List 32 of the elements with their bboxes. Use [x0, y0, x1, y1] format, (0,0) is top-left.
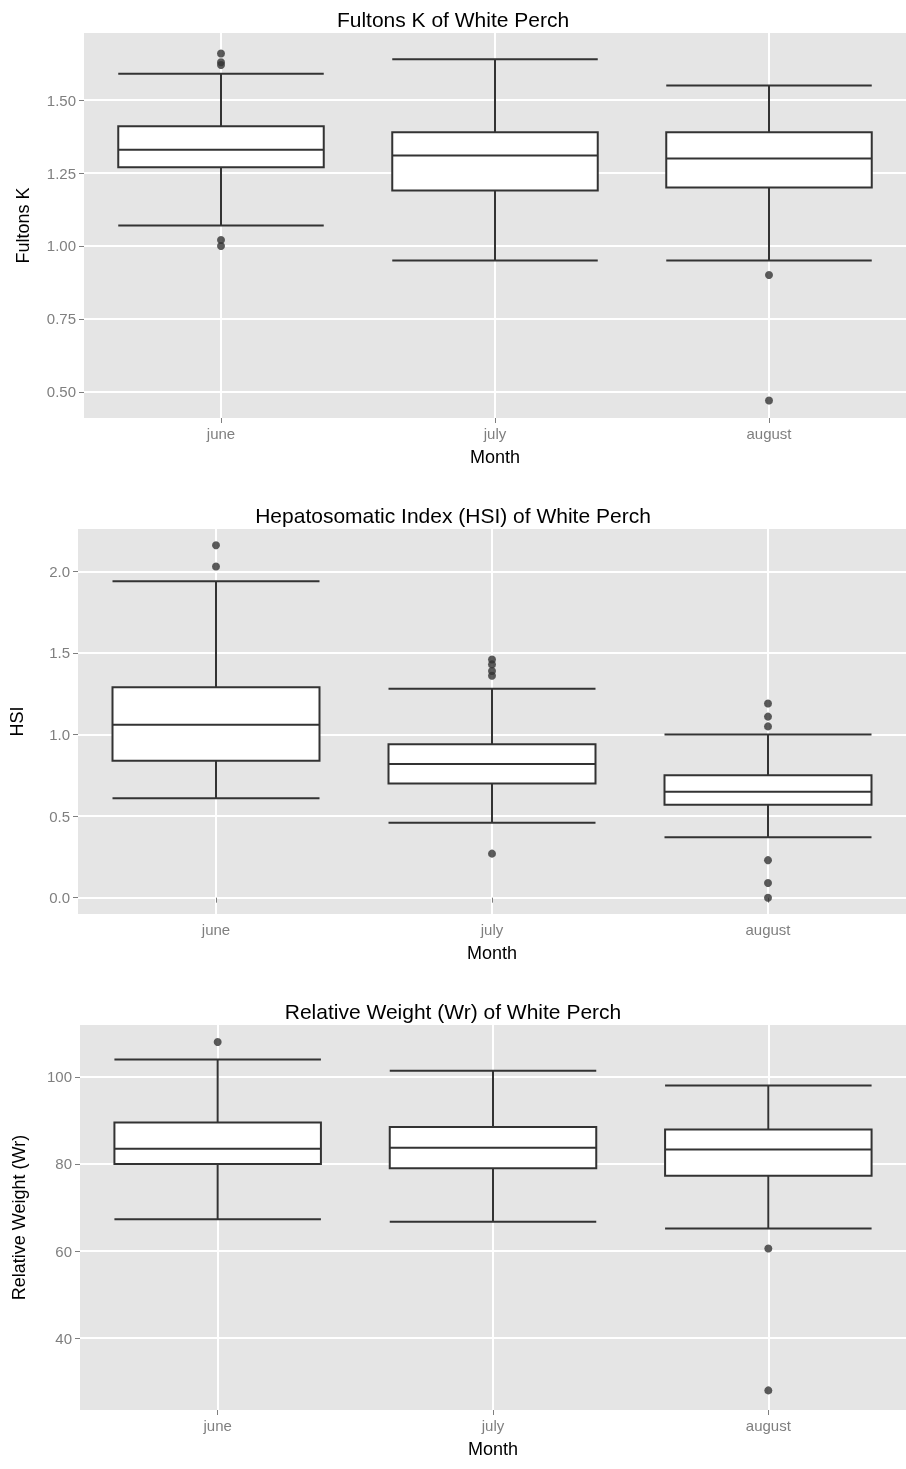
y-tick-label: 1.00: [46, 237, 76, 255]
y-tick-label: 0.5: [49, 807, 70, 825]
chart-title: Fultons K of White Perch: [336, 8, 570, 31]
y-tick-label: 0.0: [49, 889, 70, 907]
y-tick-label: 1.50: [46, 91, 76, 109]
chart-title: Hepatosomatic Index (HSI) of White Perch: [255, 504, 651, 527]
y-axis-title: Relative Weight (Wr): [9, 1134, 29, 1301]
x-tick-label: july: [482, 425, 507, 442]
y-tick-label: 1.0: [49, 726, 70, 744]
y-tick-label: 0.50: [46, 383, 76, 401]
x-tick-label: august: [746, 425, 793, 442]
y-tick-label: 60: [55, 1242, 72, 1260]
x-axis-title: Month: [469, 447, 521, 467]
y-tick-label: 100: [46, 1068, 72, 1086]
x-tick-label: july: [479, 921, 504, 938]
y-tick-label: 1.5: [49, 644, 70, 662]
x-tick-label: august: [745, 921, 792, 938]
x-axis-title: Month: [466, 943, 518, 963]
x-tick-label: june: [200, 921, 231, 938]
x-tick-label: july: [480, 1417, 505, 1434]
y-tick-label: 80: [55, 1155, 72, 1173]
x-axis-title: Month: [467, 1439, 519, 1459]
y-axis-title: Fultons K: [13, 187, 33, 264]
x-tick-label: june: [202, 1417, 232, 1434]
y-tick-label: 1.25: [46, 164, 76, 182]
y-axis-title: HSI: [7, 706, 27, 737]
y-tick-label: 0.75: [46, 310, 76, 328]
x-tick-label: august: [745, 1417, 792, 1434]
y-tick-label: 40: [55, 1329, 72, 1347]
y-tick-label: 2.0: [49, 562, 70, 580]
chart-title: Relative Weight (Wr) of White Perch: [284, 1000, 622, 1023]
x-tick-label: june: [205, 425, 236, 442]
